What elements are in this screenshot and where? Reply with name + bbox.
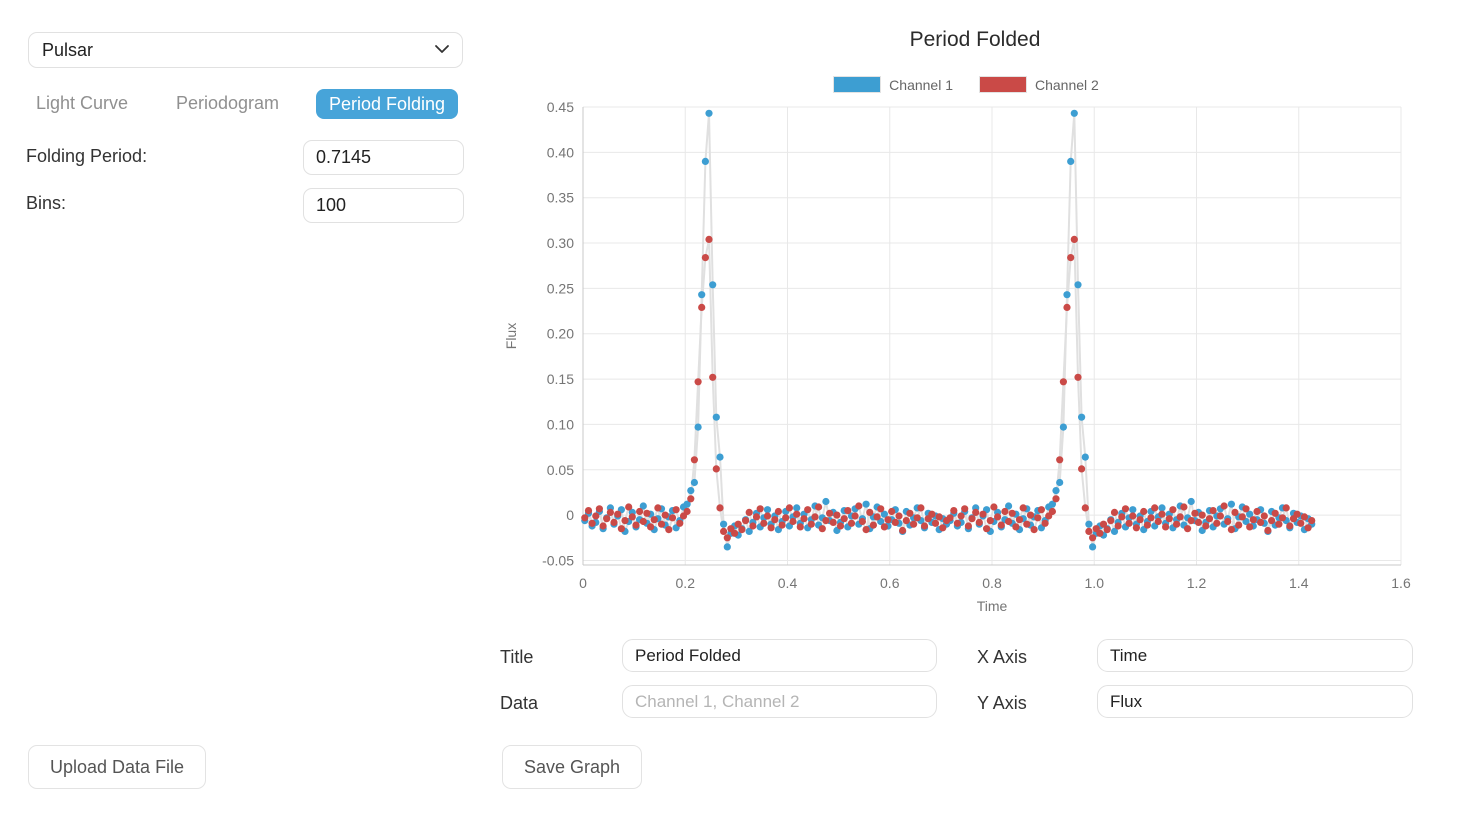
svg-text:0.25: 0.25 bbox=[547, 280, 574, 296]
graph-title-input[interactable] bbox=[622, 639, 937, 672]
legend-label-channel-2: Channel 2 bbox=[1035, 76, 1099, 93]
folding-period-label: Folding Period: bbox=[26, 146, 148, 166]
svg-text:0.6: 0.6 bbox=[880, 575, 900, 591]
legend-label-channel-1: Channel 1 bbox=[889, 76, 953, 93]
x-axis-input[interactable] bbox=[1097, 639, 1413, 672]
y-axis-title: Flux bbox=[503, 323, 519, 349]
svg-text:1.6: 1.6 bbox=[1391, 575, 1411, 591]
data-field-label: Data bbox=[500, 693, 539, 713]
svg-text:0.30: 0.30 bbox=[547, 235, 574, 251]
bins-label: Bins: bbox=[26, 193, 67, 213]
dataset-select[interactable]: Pulsar bbox=[28, 32, 463, 68]
upload-data-file-button[interactable]: Upload Data File bbox=[28, 745, 207, 789]
svg-text:0.15: 0.15 bbox=[547, 371, 574, 387]
axis-lines bbox=[582, 107, 1401, 566]
bins-input[interactable] bbox=[303, 188, 464, 223]
legend-swatch-channel-1 bbox=[833, 76, 882, 93]
dataset-select-wrap: Pulsar bbox=[28, 32, 463, 68]
svg-text:0: 0 bbox=[579, 575, 587, 591]
tab-periodogram[interactable]: Periodogram bbox=[176, 93, 280, 113]
svg-text:0.8: 0.8 bbox=[982, 575, 1002, 591]
svg-text:0.45: 0.45 bbox=[547, 99, 574, 115]
svg-text:0.2: 0.2 bbox=[676, 575, 696, 591]
series-points-channel-2 bbox=[581, 235, 1316, 542]
folding-period-input[interactable] bbox=[303, 140, 464, 175]
svg-text:0.4: 0.4 bbox=[778, 575, 798, 591]
graph-data-input[interactable] bbox=[622, 685, 937, 718]
svg-text:-0.05: -0.05 bbox=[542, 552, 574, 568]
x-tick-labels: 0 0.2 0.4 0.6 0.8 1.0 1.2 1.4 1.6 bbox=[579, 575, 1411, 591]
title-field-label: Title bbox=[500, 647, 534, 667]
svg-text:1.0: 1.0 bbox=[1085, 575, 1105, 591]
svg-text:0: 0 bbox=[566, 507, 574, 523]
svg-text:1.2: 1.2 bbox=[1187, 575, 1207, 591]
y-tick-labels: 0.45 0.40 0.35 0.30 0.25 0.20 0.15 0.10 0.05 0 -0.… bbox=[542, 99, 574, 568]
svg-text:0.40: 0.40 bbox=[547, 144, 574, 160]
svg-text:1.4: 1.4 bbox=[1289, 575, 1309, 591]
svg-text:0.20: 0.20 bbox=[547, 326, 574, 342]
save-graph-button[interactable]: Save Graph bbox=[502, 745, 643, 789]
svg-text:0.10: 0.10 bbox=[547, 416, 574, 432]
x-axis-title: Time bbox=[977, 598, 1008, 614]
chart-legend: Channel 1 Channel 2 bbox=[500, 76, 1450, 93]
svg-text:0.05: 0.05 bbox=[547, 462, 574, 478]
y-axis-input[interactable] bbox=[1097, 685, 1413, 718]
gridlines bbox=[582, 106, 1402, 565]
flux-time-plot: 0.450.400.350.300.250.200.150.100.050-0.… bbox=[503, 99, 1411, 614]
tab-period-folding[interactable]: Period Folding bbox=[316, 89, 459, 119]
x-axis-field-label: X Axis bbox=[977, 647, 1028, 667]
tab-light-curve[interactable]: Light Curve bbox=[36, 93, 129, 113]
chart-title: Period Folded bbox=[909, 28, 1041, 51]
svg-text:0.35: 0.35 bbox=[547, 190, 574, 206]
chart-panel: 0.45 0.40 0.35 0.30 0.25 0.20 0.15 0.10 0.05 0 -0.… bbox=[500, 20, 1450, 635]
legend-swatch-channel-2 bbox=[979, 76, 1027, 93]
y-axis-field-label: Y Axis bbox=[977, 693, 1027, 713]
